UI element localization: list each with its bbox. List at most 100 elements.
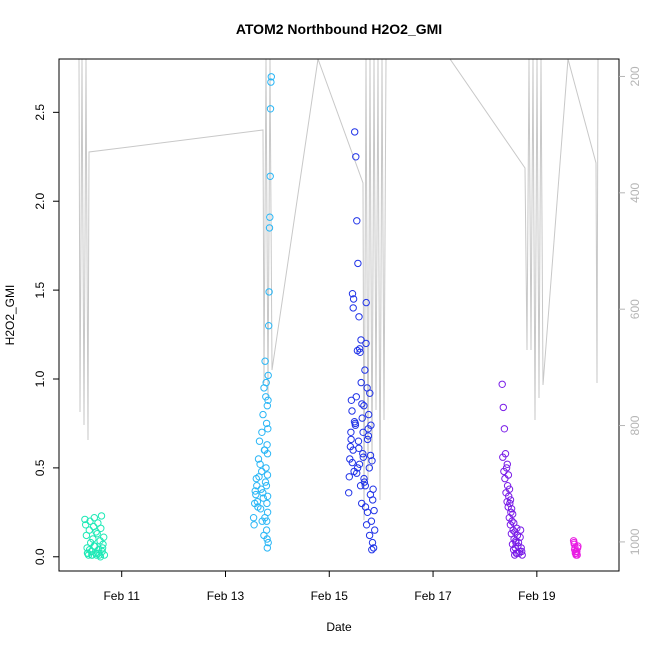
data-point [368,457,376,465]
y-axis-label: H2O2_GMI [3,285,17,346]
data-point [500,467,508,476]
data-point [511,551,519,559]
data-point [573,544,582,552]
data-point [263,450,272,458]
data-point [267,78,275,86]
data-point [254,455,263,463]
data-point [99,540,107,548]
pressure-profile-lines [78,58,599,521]
data-point [82,521,90,529]
data-point [367,421,375,429]
y-tick-label: 0.0 [33,548,47,565]
data-point [250,521,258,529]
data-point [570,538,578,547]
data-point [507,530,516,538]
data-point [89,535,97,543]
data-point [258,467,266,476]
data-point [261,357,269,365]
data-point [262,464,270,472]
data-point [352,153,360,161]
data-point [365,464,373,472]
data-point [262,419,271,428]
data-point [253,482,261,490]
data-point [85,526,94,534]
data-point [350,418,359,426]
data-point [503,482,512,490]
data-point [356,345,364,353]
data-point [249,514,258,522]
y-axis: 0.0 0.5 1.0 1.5 2.0 2.5 [33,104,59,565]
data-point [356,348,364,356]
data-point [362,339,370,348]
x-tick-label: Feb 13 [207,589,245,603]
data-point [346,442,355,451]
data-point [259,410,267,419]
data-point [263,471,272,479]
data-point [263,492,272,500]
data-point [501,474,509,483]
data-point [251,487,259,495]
data-point [498,380,506,388]
data-point [92,528,100,536]
data-point [500,425,509,433]
data-point [345,473,353,481]
data-point [361,482,369,490]
data-point [368,538,377,547]
data-point [100,551,109,559]
data-point [358,414,366,422]
data-point [259,494,267,502]
x-tick-label: Feb 19 [518,589,556,603]
data-point [512,538,520,547]
data-point [366,389,374,397]
data-point [365,531,374,540]
data-point [263,544,271,552]
data-point [369,544,378,552]
data-point [264,371,272,380]
data-point [253,498,262,506]
data-point [98,544,107,552]
data-point [357,336,365,344]
right-tick-label: 1000 [628,528,642,555]
data-point [359,428,367,436]
data-point [348,407,356,415]
x-axis-label: Date [326,620,352,634]
data-point [518,547,526,556]
x-axis: Feb 11 Feb 13 Feb 15 Feb 17 Feb 19 [103,571,556,603]
data-point [354,259,362,268]
data-point [266,105,275,113]
data-point [252,474,260,483]
data-point [263,517,271,525]
data-point [267,73,275,81]
data-point [351,128,359,136]
data-point [352,393,360,401]
data-point [360,474,368,483]
data-point [351,421,360,429]
data-point [263,499,271,508]
data-point [345,489,353,497]
x-tick-label: Feb 17 [414,589,452,603]
right-tick-label: 800 [628,415,642,435]
y-tick-label: 1.5 [33,281,47,298]
data-point [364,432,373,440]
y-tick-label: 2.0 [33,193,47,210]
profile-line [78,58,599,521]
data-point [96,553,105,561]
data-points [81,73,582,561]
data-point [264,538,272,547]
data-point [360,402,368,410]
data-point [504,471,513,479]
data-point [359,453,367,461]
right-tick-label: 200 [628,66,642,86]
data-point [264,425,272,433]
data-point [349,304,357,312]
data-point [347,428,355,436]
data-point [252,490,260,499]
data-point [256,460,264,468]
data-point [348,458,356,467]
data-point [94,546,103,554]
data-point [355,313,363,321]
right-axis: 200 400 600 800 1000 [619,66,642,555]
data-point [265,224,274,232]
data-point [362,298,370,307]
x-tick-label: Feb 11 [103,589,140,603]
